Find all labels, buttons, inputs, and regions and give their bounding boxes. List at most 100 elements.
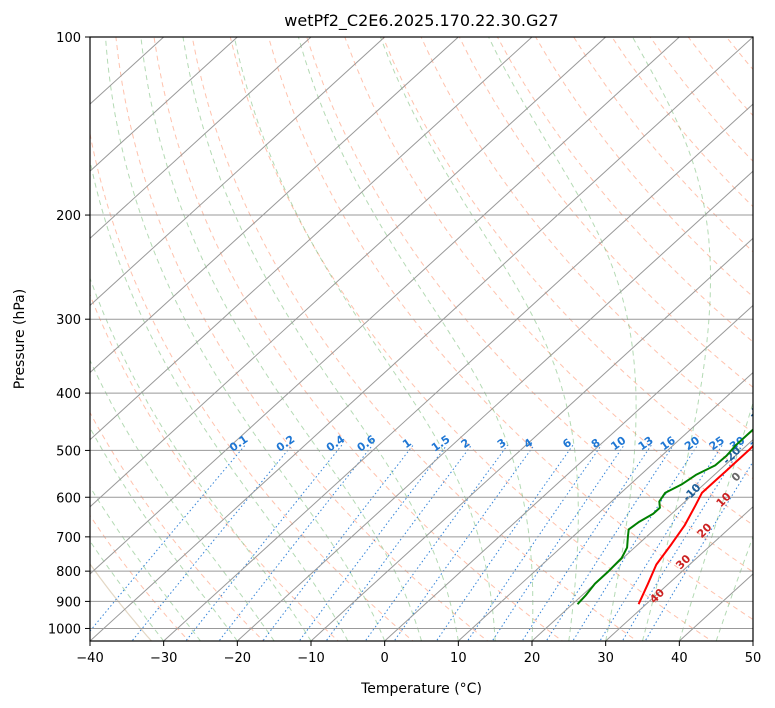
- moist-adiabat: [678, 401, 753, 641]
- temperature-profile-line: [637, 444, 753, 605]
- x-tick-label: 50: [745, 651, 762, 666]
- x-tick-label: −30: [150, 651, 177, 666]
- mixing-ratio-line: [298, 444, 448, 641]
- mixing-ratio-line: [262, 444, 414, 641]
- dry-adiabat-label: 30: [673, 552, 693, 572]
- mixing-ratio-line: [545, 444, 674, 641]
- mixing-ratio-line: [621, 444, 744, 641]
- moist-adiabat: [715, 535, 753, 641]
- y-tick-label: 400: [56, 387, 81, 402]
- moist-adiabat: [90, 359, 275, 641]
- mixing-ratio-line: [218, 444, 373, 641]
- isotherm: [605, 506, 753, 641]
- dry-adiabat: [229, 37, 713, 641]
- dry-adiabat: [344, 37, 753, 526]
- moist-adiabat: [90, 485, 201, 641]
- mixing-ratio-label: 6: [560, 436, 574, 451]
- dry-adiabat-label: -10: [680, 481, 703, 504]
- isotherm: [163, 103, 753, 641]
- dry-adiabat-label: 10: [714, 490, 734, 510]
- dry-adiabat-label: -40: [766, 352, 775, 375]
- y-tick-label: 600: [56, 491, 81, 506]
- mixing-ratio-label: 0.1: [227, 433, 250, 455]
- dry-adiabat: [573, 37, 753, 253]
- dry-adiabat: [649, 37, 753, 162]
- dry-adiabat-label: -30: [746, 397, 769, 420]
- plot-frame: [89, 36, 754, 642]
- mixing-ratio-line: [572, 444, 699, 641]
- moist-adiabat: [105, 37, 386, 641]
- moist-adiabat: [182, 37, 459, 641]
- y-tick-label: 100: [56, 31, 81, 46]
- mixing-ratio-line: [491, 444, 625, 641]
- mixing-ratio-line: [521, 444, 652, 641]
- y-tick-label: 900: [56, 595, 81, 610]
- isotherm: [90, 37, 753, 641]
- moist-adiabat: [297, 37, 534, 641]
- mixing-ratio-label: 1.5: [429, 433, 452, 455]
- isotherm: [90, 37, 607, 508]
- dry-adiabat: [687, 37, 753, 117]
- dewpoint-profile-line: [576, 428, 753, 605]
- mixing-ratio-label: 0.2: [274, 433, 297, 455]
- isotherm: [457, 371, 753, 641]
- dry-adiabat: [191, 37, 638, 641]
- mixing-ratio-label: 3: [495, 436, 509, 451]
- isotherm: [90, 37, 238, 172]
- mixing-ratio-line: [644, 460, 753, 641]
- dry-adiabat: [306, 37, 753, 573]
- mixing-ratio-line: [90, 444, 246, 632]
- moist-adiabat: [90, 276, 312, 641]
- dry-adiabat: [765, 37, 775, 643]
- dry-adiabat: [458, 37, 753, 388]
- y-tick-label: 500: [56, 444, 81, 459]
- isotherm: [90, 37, 459, 374]
- x-axis-label: Temperature (°C): [360, 681, 482, 697]
- mixing-ratio-line: [364, 444, 508, 641]
- mixing-ratio-label: 36: [748, 434, 768, 454]
- dry-adiabat: [90, 293, 339, 641]
- mixing-ratio-label: 0.4: [324, 432, 348, 454]
- mixing-ratio-label: 2: [459, 436, 473, 451]
- moist-adiabat: [90, 426, 238, 641]
- moist-adiabat: [380, 37, 579, 641]
- isotherm: [90, 37, 533, 441]
- moist-adiabat: [90, 158, 349, 641]
- mixing-ratio-line: [599, 444, 723, 641]
- x-tick-label: 0: [381, 651, 389, 666]
- dry-adiabat: [115, 37, 489, 641]
- isotherm: [90, 37, 386, 307]
- y-tick-label: 800: [56, 565, 81, 580]
- mixing-ratio-line: [185, 444, 343, 641]
- x-tick-label: 30: [597, 651, 614, 666]
- mixing-ratio-line: [393, 444, 535, 641]
- dry-adiabat: [268, 37, 753, 621]
- dry-adiabat: [153, 37, 564, 641]
- dry-adiabat: [535, 37, 753, 298]
- isotherm: [752, 640, 753, 641]
- dry-adiabat-label: 40: [647, 586, 667, 606]
- moist-adiabat: [140, 37, 422, 641]
- isotherm: [310, 237, 753, 641]
- y-axis-label: Pressure (hPa): [12, 289, 28, 389]
- x-tick-label: 20: [524, 651, 541, 666]
- y-tick-label: 300: [56, 313, 81, 328]
- x-tick-label: −40: [76, 651, 103, 666]
- isotherm: [531, 438, 753, 641]
- isotherm: [384, 304, 753, 641]
- dry-adiabat-label: 0: [729, 469, 744, 484]
- isotherm: [90, 37, 312, 240]
- mixing-ratio-line: [435, 444, 574, 641]
- mixing-ratio-label: 8: [589, 436, 603, 451]
- x-tick-label: 40: [671, 651, 688, 666]
- x-tick-label: −10: [297, 651, 324, 666]
- dry-adiabat: [496, 37, 753, 343]
- dry-adiabat: [420, 37, 753, 434]
- x-tick-label: −20: [224, 651, 251, 666]
- isotherm: [90, 37, 680, 575]
- y-tick-label: 200: [56, 209, 81, 224]
- isotherm: [236, 170, 753, 641]
- x-tick-label: 10: [450, 651, 467, 666]
- moist-adiabat: [488, 37, 637, 641]
